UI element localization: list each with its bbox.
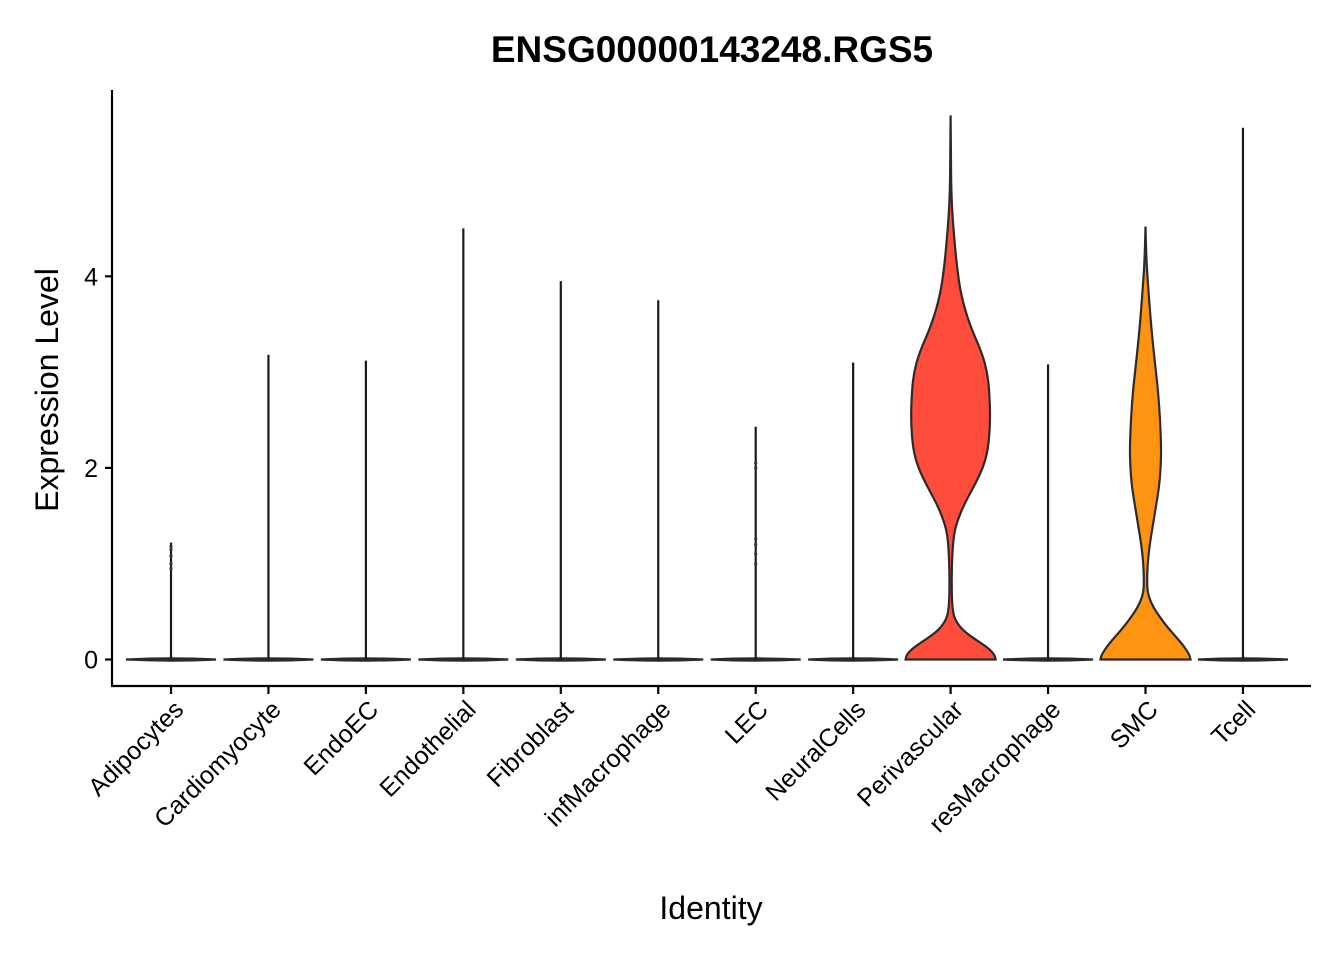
chart-title: ENSG00000143248.RGS5	[491, 29, 933, 70]
x-tick-label: Adipocytes	[83, 695, 189, 801]
violin-infmacrophage	[613, 300, 704, 662]
outlier-point	[169, 554, 173, 558]
outlier-point	[754, 537, 758, 541]
violin-neuralcells	[808, 362, 899, 662]
y-tick-label: 4	[84, 263, 98, 291]
outlier-point	[754, 466, 758, 470]
x-tick-label: EndoEC	[298, 695, 384, 781]
outlier-point	[169, 562, 173, 566]
x-tick-label: SMC	[1105, 695, 1164, 754]
violin-resmacrophage	[1002, 364, 1094, 662]
outlier-point	[754, 562, 758, 566]
y-axis-title: Expression Level	[29, 268, 65, 512]
x-tick-label: Endothelial	[374, 695, 481, 802]
x-tick-label: Tcell	[1206, 695, 1261, 750]
y-axis-ticks: 0 2 4	[84, 263, 112, 675]
x-tick-label: LEC	[720, 695, 774, 749]
outlier-point	[169, 547, 173, 551]
violin-body-perivascular	[904, 115, 997, 661]
outlier-point	[169, 544, 173, 549]
violin-endoec	[320, 360, 411, 662]
violin-tcell	[1197, 127, 1289, 662]
x-tick-label: Fibroblast	[482, 695, 579, 792]
outlier-point	[754, 542, 758, 547]
y-tick-label: 2	[84, 455, 98, 483]
violin-perivascular	[904, 115, 997, 661]
violin-endothelial	[418, 228, 509, 662]
outlier-point	[754, 461, 758, 465]
outlier-point	[169, 566, 173, 571]
violin-body-smc	[1099, 226, 1192, 661]
x-axis-title: Identity	[659, 890, 762, 926]
violin-fibroblast	[515, 281, 606, 662]
violin-cardiomyocyte	[223, 354, 314, 662]
outlier-point	[754, 552, 758, 556]
violin-adipocytes	[125, 542, 217, 662]
y-tick-label: 0	[84, 647, 98, 675]
violin-smc	[1099, 226, 1192, 661]
plot-area	[125, 115, 1289, 662]
